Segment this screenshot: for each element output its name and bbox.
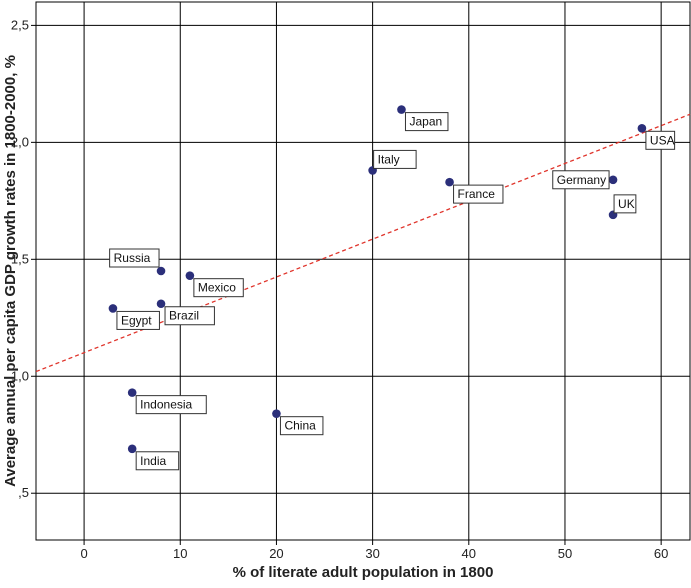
grid-layer [31, 1, 691, 545]
point-layer [108, 105, 647, 454]
data-point [637, 124, 647, 133]
point-label: Japan [404, 112, 449, 132]
point-label: Russia [109, 248, 160, 268]
x-tick-label: 50 [558, 546, 572, 561]
point-label: China [279, 416, 324, 436]
data-point [108, 304, 118, 313]
point-label: USA [645, 130, 676, 150]
point-label-box [279, 416, 324, 436]
point-label: Indonesia [135, 395, 207, 415]
point-label-text: India [140, 454, 166, 468]
data-point [397, 105, 406, 114]
point-label: Brazil [164, 306, 215, 326]
point-label-text: Russia [114, 251, 151, 265]
y-tick-label: ,5 [18, 485, 29, 500]
point-label-text: Egypt [121, 313, 152, 327]
point-label-box [164, 306, 215, 326]
x-tick-label: 10 [173, 546, 187, 561]
fit-line [35, 113, 691, 373]
point-label-box [135, 395, 207, 415]
data-point [127, 388, 137, 397]
data-point [185, 271, 195, 280]
point-label-box [613, 194, 637, 214]
point-label: France [453, 184, 504, 204]
point-label: Egypt [116, 310, 160, 330]
point-label-text: Italy [378, 152, 400, 166]
data-point [156, 266, 166, 276]
y-tick-label: 1,5 [11, 251, 29, 266]
point-label-box [404, 112, 449, 132]
point-label-text: UK [618, 197, 635, 211]
point-label: Germany [552, 170, 610, 190]
point-label-box [453, 184, 504, 204]
point-label-box [373, 149, 417, 169]
data-point [127, 444, 137, 454]
plot-frame [35, 1, 691, 541]
point-label-text: Germany [557, 173, 606, 187]
fit-line-layer [35, 113, 691, 373]
point-label-text: Indonesia [140, 398, 192, 412]
point-label-layer: Russia Mexico Egypt Brazil Indonesia India Chi… [109, 112, 676, 471]
data-point [445, 177, 454, 187]
y-tick-label: 2,5 [11, 17, 29, 32]
x-axis-title: % of literate adult population in 1800 [233, 564, 494, 581]
tick-label-layer: 0 10 20 30 40 50 60 ,5 1,0 1,5 2,0 2,5 [11, 17, 668, 561]
x-tick-label: 60 [654, 546, 668, 561]
y-tick-label: 1,0 [11, 368, 29, 383]
point-label-box [116, 310, 160, 330]
point-label: Mexico [193, 278, 244, 298]
point-label-text: France [458, 187, 496, 201]
point-label-text: Brazil [169, 309, 199, 323]
y-tick-label: 2,0 [11, 134, 29, 149]
data-point [156, 299, 166, 309]
x-tick-label: 0 [80, 546, 87, 561]
x-tick-label: 30 [365, 546, 379, 561]
x-tick-label: 20 [269, 546, 283, 561]
point-label-box [645, 130, 676, 150]
data-point [608, 175, 618, 185]
point-label: Italy [373, 149, 417, 169]
point-label-box [135, 451, 180, 471]
point-label: UK [613, 194, 637, 214]
point-label-text: Japan [409, 115, 442, 129]
point-label-box [109, 248, 160, 268]
point-label-box [552, 170, 610, 190]
point-label: India [135, 451, 180, 471]
point-label-text: USA [650, 133, 675, 147]
point-label-box [193, 278, 244, 298]
y-axis-title: Average annual per capita GDP growth rat… [2, 55, 19, 487]
data-point [272, 409, 281, 418]
x-tick-label: 40 [462, 546, 476, 561]
point-label-text: China [284, 419, 316, 433]
point-label-text: Mexico [198, 281, 236, 295]
